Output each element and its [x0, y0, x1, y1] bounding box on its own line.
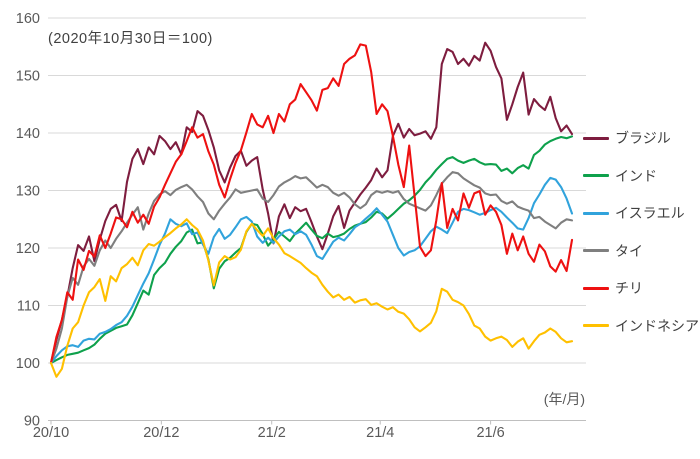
- legend-swatch-israel: [583, 211, 609, 215]
- y-axis-tick-label: 140: [16, 126, 40, 142]
- legend-item-chile: チリ: [583, 280, 643, 296]
- y-axis-tick-label: 120: [16, 241, 40, 257]
- y-axis-tick-label: 160: [16, 11, 40, 27]
- legend-swatch-chile: [583, 286, 609, 290]
- y-axis-tick-label: 150: [16, 69, 40, 85]
- series-line-israel: [49, 176, 574, 365]
- x-axis-tick-label: 21/6: [476, 425, 504, 441]
- y-axis-tick-label: 100: [16, 356, 40, 372]
- legend-swatch-thailand: [583, 249, 609, 252]
- legend-item-india: インド: [583, 168, 657, 184]
- axis-unit-label: (年/月): [543, 391, 585, 407]
- x-axis-tick-label: 20/10: [33, 425, 69, 441]
- legend-label-brazil: ブラジル: [615, 130, 671, 146]
- legend-label-indonesia: インドネシア: [615, 317, 699, 334]
- y-axis-tick-label: 130: [16, 184, 40, 200]
- legend-label-chile: チリ: [615, 280, 643, 296]
- legend-swatch-brazil: [583, 136, 609, 140]
- series-line-india: [49, 135, 574, 365]
- series-line-brazil: [49, 41, 574, 365]
- legend-label-israel: イスラエル: [615, 205, 685, 221]
- series-line-thailand: [49, 171, 574, 365]
- series-line-indonesia: [49, 218, 574, 378]
- x-axis-tick-label: 20/12: [143, 425, 179, 441]
- series-line-chile: [49, 43, 574, 365]
- legend-label-thailand: タイ: [615, 242, 643, 259]
- legend-swatch-indonesia: [583, 324, 609, 327]
- legend-item-indonesia: インドネシア: [583, 318, 699, 334]
- legend-item-israel: イスラエル: [583, 205, 685, 221]
- legend-item-thailand: タイ: [583, 243, 643, 259]
- legend-swatch-india: [583, 174, 609, 177]
- index-base-note: (2020年10月30日＝100): [48, 31, 213, 47]
- y-axis-tick-label: 110: [17, 299, 40, 315]
- x-axis-tick-label: 21/4: [366, 425, 394, 441]
- x-axis-tick-label: 21/2: [258, 425, 286, 441]
- legend-item-brazil: ブラジル: [583, 130, 671, 146]
- y-axis-tick-label: 90: [24, 414, 40, 430]
- legend-label-india: インド: [615, 167, 657, 184]
